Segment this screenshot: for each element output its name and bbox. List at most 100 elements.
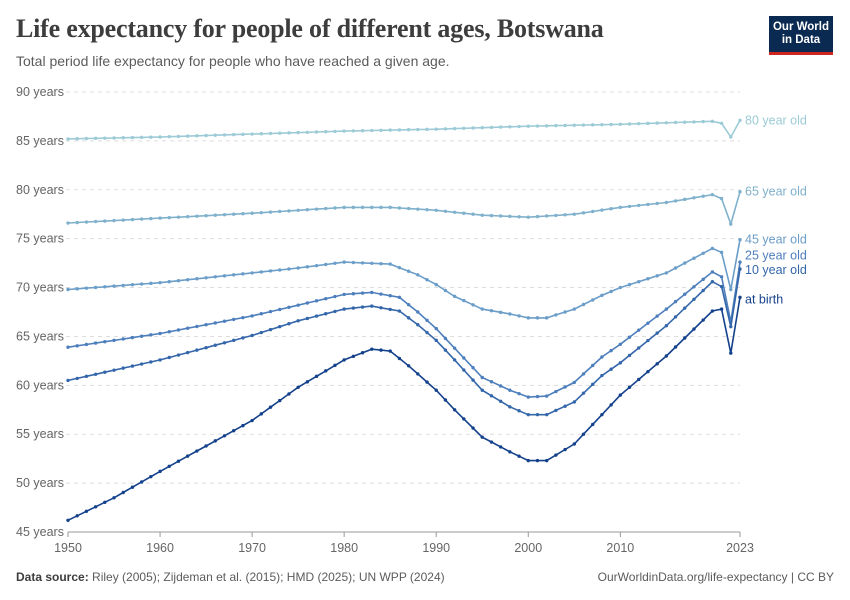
data-point bbox=[167, 464, 171, 468]
data-point bbox=[637, 203, 641, 208]
data-point bbox=[112, 368, 116, 372]
data-point bbox=[103, 219, 107, 223]
data-source-text[interactable]: Riley (2005); Zijdeman et al. (2015); HM… bbox=[92, 570, 445, 584]
data-point bbox=[185, 454, 190, 458]
y-tick-label: 50 years bbox=[16, 476, 64, 490]
data-point bbox=[692, 285, 696, 289]
series-label: 65 year old bbox=[745, 185, 807, 199]
data-point bbox=[139, 334, 144, 338]
data-point bbox=[130, 283, 135, 287]
data-point bbox=[738, 295, 742, 300]
data-point bbox=[75, 220, 79, 225]
data-point bbox=[627, 335, 632, 339]
data-point bbox=[351, 354, 356, 359]
data-point bbox=[360, 261, 365, 265]
data-point bbox=[563, 404, 567, 408]
data-point bbox=[231, 132, 236, 137]
data-point bbox=[268, 405, 273, 409]
data-point bbox=[222, 274, 227, 278]
data-point bbox=[158, 358, 162, 362]
data-point bbox=[195, 324, 199, 329]
data-point bbox=[406, 316, 411, 320]
data-point bbox=[250, 333, 254, 338]
data-point bbox=[222, 133, 227, 137]
data-point bbox=[609, 403, 613, 407]
data-point bbox=[443, 127, 448, 131]
data-point bbox=[139, 480, 144, 484]
data-point bbox=[278, 398, 282, 403]
data-point bbox=[416, 323, 420, 327]
data-point bbox=[167, 279, 171, 284]
data-point bbox=[397, 265, 402, 270]
data-point bbox=[664, 200, 669, 205]
data-point bbox=[241, 315, 245, 320]
data-point bbox=[581, 432, 586, 436]
data-point bbox=[572, 380, 577, 385]
data-point bbox=[66, 345, 70, 349]
data-point bbox=[526, 412, 530, 417]
data-point bbox=[213, 321, 217, 325]
data-point bbox=[121, 337, 125, 341]
data-point bbox=[664, 307, 669, 311]
data-point bbox=[563, 447, 567, 452]
data-point bbox=[167, 330, 171, 334]
data-point bbox=[664, 323, 669, 328]
data-point bbox=[526, 316, 530, 320]
data-point bbox=[554, 408, 558, 413]
data-point bbox=[489, 125, 494, 130]
data-point bbox=[351, 205, 356, 210]
data-point bbox=[452, 210, 457, 214]
data-point bbox=[176, 215, 181, 219]
data-point bbox=[103, 340, 107, 344]
data-point bbox=[480, 388, 484, 392]
data-point bbox=[729, 351, 733, 355]
data-point bbox=[278, 131, 282, 135]
data-point bbox=[231, 338, 236, 343]
logo-line-2: in Data bbox=[781, 34, 821, 46]
data-point bbox=[710, 246, 715, 251]
data-point bbox=[664, 271, 669, 275]
data-point bbox=[710, 192, 715, 197]
data-point bbox=[719, 121, 724, 125]
data-point bbox=[673, 315, 678, 319]
data-point bbox=[517, 409, 521, 413]
data-point bbox=[333, 261, 337, 266]
url-license[interactable]: OurWorldinData.org/life-expectancy | CC … bbox=[597, 570, 834, 584]
data-point bbox=[360, 205, 365, 210]
x-tick-label: 1960 bbox=[146, 541, 174, 555]
data-point bbox=[241, 212, 245, 216]
data-point bbox=[434, 208, 438, 213]
data-point bbox=[683, 306, 687, 310]
data-point bbox=[139, 217, 144, 221]
data-point bbox=[710, 309, 715, 313]
data-point bbox=[287, 131, 291, 135]
data-point bbox=[452, 294, 457, 299]
data-point bbox=[692, 327, 696, 331]
x-tick-label: 1990 bbox=[422, 541, 450, 555]
data-point bbox=[84, 136, 89, 141]
data-point bbox=[84, 509, 89, 513]
owid-logo[interactable]: Our World in Data bbox=[769, 16, 833, 55]
data-point bbox=[738, 118, 742, 123]
data-point bbox=[314, 130, 319, 134]
data-point bbox=[508, 405, 512, 409]
data-point bbox=[388, 294, 392, 298]
data-point bbox=[591, 382, 595, 387]
data-point bbox=[314, 314, 319, 318]
data-point bbox=[351, 260, 356, 265]
data-point bbox=[710, 279, 715, 284]
data-point bbox=[241, 272, 245, 276]
data-point bbox=[342, 260, 346, 264]
data-point bbox=[93, 136, 98, 141]
data-point bbox=[480, 213, 484, 217]
data-point bbox=[637, 377, 641, 382]
data-point bbox=[149, 333, 153, 337]
data-point bbox=[149, 474, 153, 479]
data-point bbox=[535, 214, 540, 219]
data-point bbox=[268, 327, 273, 332]
data-point bbox=[342, 129, 346, 133]
x-tick-label: 1980 bbox=[330, 541, 358, 555]
data-point bbox=[480, 375, 484, 380]
data-point bbox=[167, 215, 171, 220]
